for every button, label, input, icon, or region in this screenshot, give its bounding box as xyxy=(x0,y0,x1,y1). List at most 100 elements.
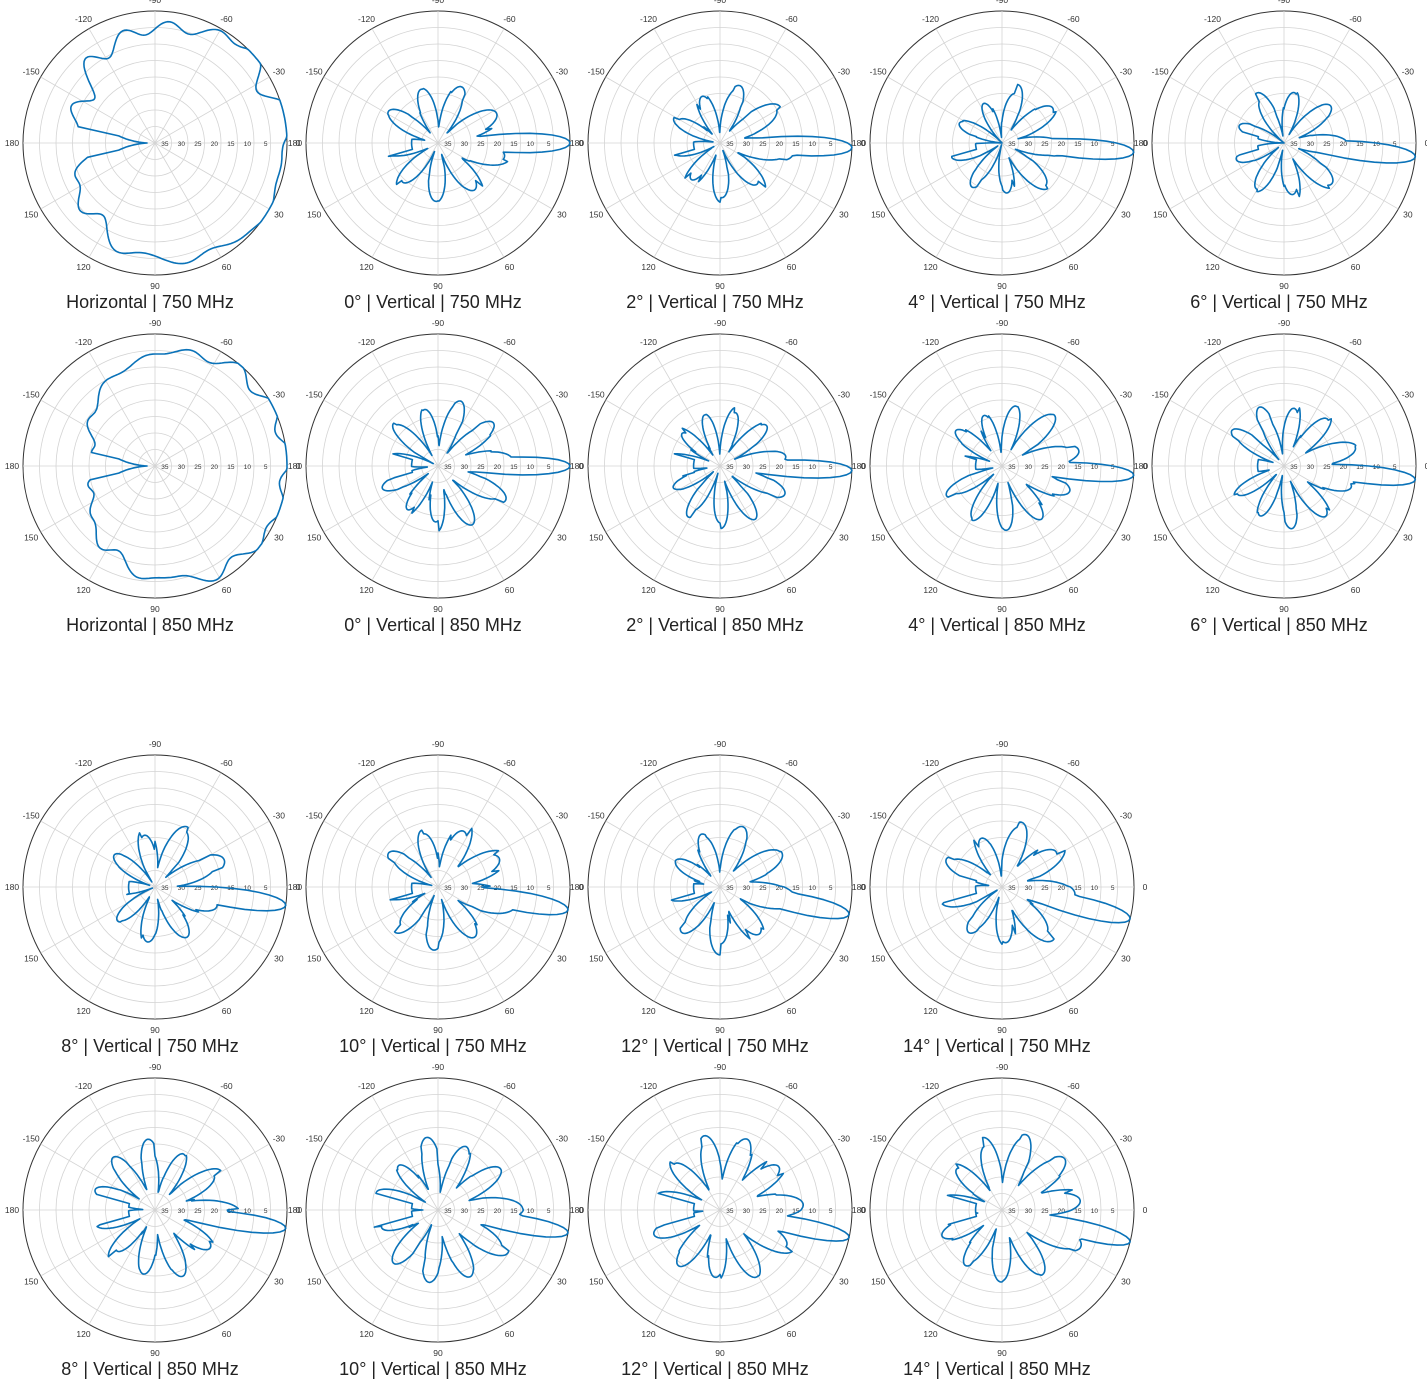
angle-tick-label: -120 xyxy=(640,14,657,24)
angle-tick-label: 60 xyxy=(787,585,797,595)
radial-tick-label: 25 xyxy=(1041,1208,1049,1215)
angle-tick-label: 90 xyxy=(150,1348,160,1358)
radial-tick-label: 35 xyxy=(161,141,169,148)
grid-spoke xyxy=(887,76,1003,144)
radial-tick-label: 10 xyxy=(244,464,252,471)
radial-tick-label: 5 xyxy=(547,141,551,148)
angle-tick-label: -60 xyxy=(220,758,233,768)
radial-tick-label: 20 xyxy=(211,464,219,471)
angle-tick-label: 180 xyxy=(5,461,19,471)
angle-tick-label: 60 xyxy=(505,1006,515,1016)
angle-tick-label: 90 xyxy=(1279,281,1289,291)
radial-tick-label: 35 xyxy=(444,141,452,148)
angle-tick-label: -150 xyxy=(1152,390,1169,400)
grid-spoke xyxy=(437,142,505,258)
angle-tick-label: -120 xyxy=(358,758,375,768)
radial-tick-label: 10 xyxy=(1373,141,1381,148)
radial-tick-label: 35 xyxy=(444,464,452,471)
radial-tick-label: 25 xyxy=(1041,464,1049,471)
angle-tick-label: 30 xyxy=(557,533,567,543)
radial-tick-label: 30 xyxy=(461,464,469,471)
radial-tick-label: 35 xyxy=(1290,464,1298,471)
angle-tick-label: 60 xyxy=(505,585,515,595)
angle-tick-label: 90 xyxy=(150,1025,160,1035)
angle-tick-label: 180 xyxy=(570,138,584,148)
radiation-pattern-line xyxy=(1230,406,1417,530)
radial-tick-label: 15 xyxy=(1074,464,1082,471)
grid-spoke xyxy=(1217,142,1285,258)
angle-tick-label: 120 xyxy=(359,262,373,272)
plot-caption: 12° | Vertical | 750 MHz xyxy=(621,1036,809,1056)
radial-tick-label: 20 xyxy=(494,464,502,471)
radial-tick-label: 25 xyxy=(194,1208,202,1215)
angle-tick-label: -60 xyxy=(503,758,516,768)
angle-tick-label: -150 xyxy=(23,1134,40,1144)
angle-tick-label: 0 xyxy=(861,461,866,471)
angle-tick-label: 180 xyxy=(5,882,19,892)
angle-tick-label: -150 xyxy=(588,67,605,77)
plot-caption: 4° | Vertical | 850 MHz xyxy=(908,615,1086,635)
radial-tick-label: 35 xyxy=(1008,1208,1016,1215)
angle-tick-label: -60 xyxy=(1067,14,1080,24)
angle-tick-label: -120 xyxy=(358,337,375,347)
angle-tick-label: -90 xyxy=(714,318,727,328)
angle-tick-label: -120 xyxy=(75,1081,92,1091)
angle-tick-label: -90 xyxy=(996,0,1009,5)
radial-tick-label: 15 xyxy=(1074,885,1082,892)
radial-tick-label: 5 xyxy=(829,141,833,148)
polar-plot: 0-30-60-90-120-1501801501209060305101520… xyxy=(1134,318,1427,643)
angle-tick-label: 0 xyxy=(1143,1205,1148,1215)
grid-spoke xyxy=(323,886,439,954)
angle-tick-label: -30 xyxy=(273,390,286,400)
radiation-pattern-line xyxy=(381,400,571,532)
grid-spoke xyxy=(40,1143,156,1211)
grid-spoke xyxy=(371,1209,439,1325)
angle-tick-label: -150 xyxy=(588,811,605,821)
grid-spoke xyxy=(1283,28,1351,144)
angle-tick-label: 150 xyxy=(307,1277,321,1287)
angle-tick-label: -30 xyxy=(1120,811,1133,821)
angle-tick-label: 90 xyxy=(715,1025,725,1035)
angle-tick-label: -120 xyxy=(1204,337,1221,347)
angle-tick-label: 180 xyxy=(852,138,866,148)
grid-spoke xyxy=(154,1209,270,1277)
angle-tick-label: 30 xyxy=(839,210,849,220)
angle-tick-label: 90 xyxy=(997,281,1007,291)
angle-tick-label: 30 xyxy=(557,210,567,220)
grid-spoke xyxy=(719,886,787,1002)
radial-tick-label: 15 xyxy=(1356,141,1364,148)
angle-tick-label: 180 xyxy=(852,1205,866,1215)
grid-spoke xyxy=(437,28,505,144)
radial-tick-label: 10 xyxy=(1091,464,1099,471)
angle-tick-label: 120 xyxy=(923,585,937,595)
angle-tick-label: 0 xyxy=(296,1205,301,1215)
angle-tick-label: -30 xyxy=(1402,67,1415,77)
grid-spoke xyxy=(437,76,553,144)
grid-spoke xyxy=(154,1143,270,1211)
angle-tick-label: -90 xyxy=(996,318,1009,328)
angle-tick-label: -90 xyxy=(432,739,445,749)
radial-tick-label: 30 xyxy=(1025,141,1033,148)
grid-spoke xyxy=(1001,28,1069,144)
grid-spoke xyxy=(88,465,156,581)
grid-spoke xyxy=(719,142,787,258)
angle-tick-label: -120 xyxy=(640,337,657,347)
grid-spoke xyxy=(605,1143,721,1211)
angle-tick-label: 90 xyxy=(433,1025,443,1035)
radial-tick-label: 25 xyxy=(1323,141,1331,148)
radial-tick-label: 25 xyxy=(194,141,202,148)
angle-tick-label: -150 xyxy=(23,67,40,77)
radial-tick-label: 35 xyxy=(1290,141,1298,148)
angle-tick-label: 90 xyxy=(433,604,443,614)
grid-spoke xyxy=(935,772,1003,888)
radial-tick-label: 15 xyxy=(510,464,518,471)
radiation-pattern-line xyxy=(387,827,569,951)
grid-spoke xyxy=(935,28,1003,144)
angle-tick-label: -60 xyxy=(785,758,798,768)
radial-tick-label: 15 xyxy=(510,141,518,148)
